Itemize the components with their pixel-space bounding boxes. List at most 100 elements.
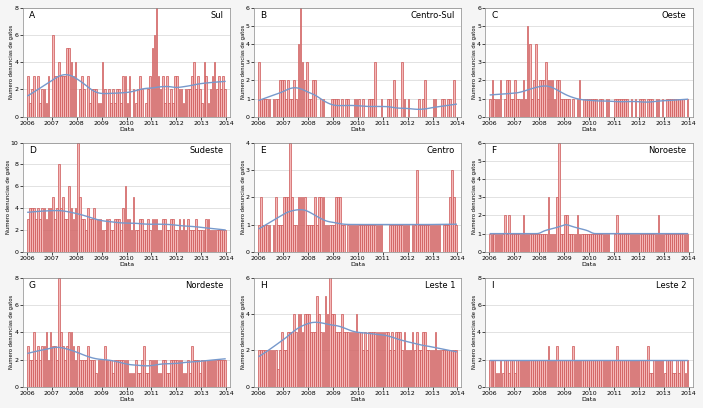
Bar	[56, 76, 58, 117]
Bar	[214, 230, 215, 252]
Bar	[66, 49, 68, 117]
Bar	[510, 99, 512, 117]
Bar	[670, 234, 671, 252]
Bar	[593, 359, 595, 387]
Bar	[633, 359, 634, 387]
Bar	[212, 76, 214, 117]
Bar	[218, 230, 219, 252]
Bar	[510, 234, 512, 252]
Bar	[583, 99, 585, 117]
Bar	[426, 350, 428, 387]
Bar	[456, 224, 457, 252]
Bar	[391, 332, 393, 387]
Bar	[56, 208, 58, 252]
Bar	[375, 62, 376, 117]
Bar	[62, 197, 64, 252]
Bar	[148, 373, 149, 387]
Bar	[129, 219, 131, 252]
Bar	[304, 197, 306, 252]
Bar	[598, 234, 599, 252]
Bar	[498, 234, 499, 252]
Bar	[157, 373, 160, 387]
Bar	[185, 89, 186, 117]
Bar	[191, 230, 193, 252]
X-axis label: Data: Data	[119, 262, 134, 267]
Y-axis label: Numero denuncias de gatos: Numero denuncias de gatos	[240, 295, 245, 369]
Bar	[399, 224, 401, 252]
Bar	[650, 99, 651, 117]
Bar	[539, 80, 541, 117]
Bar	[312, 80, 314, 117]
Bar	[216, 89, 217, 117]
Bar	[176, 359, 178, 387]
Bar	[205, 359, 207, 387]
Bar	[645, 234, 647, 252]
Bar	[37, 346, 39, 387]
Bar	[533, 80, 535, 117]
Bar	[579, 80, 581, 117]
Bar	[635, 99, 636, 117]
Bar	[52, 197, 53, 252]
Bar	[62, 346, 64, 387]
Bar	[44, 208, 45, 252]
Bar	[187, 219, 188, 252]
Bar	[377, 224, 378, 252]
Bar	[565, 215, 566, 252]
X-axis label: Data: Data	[119, 397, 134, 402]
Bar	[306, 314, 308, 387]
Bar	[550, 80, 551, 117]
Bar	[293, 314, 295, 387]
Bar	[683, 234, 684, 252]
Bar	[496, 373, 497, 387]
Bar	[655, 359, 657, 387]
Bar	[502, 373, 503, 387]
Bar	[420, 224, 422, 252]
Bar	[266, 99, 268, 117]
Bar	[574, 234, 576, 252]
Bar	[506, 359, 508, 387]
Bar	[508, 373, 510, 387]
Bar	[347, 99, 349, 117]
Bar	[515, 373, 516, 387]
Bar	[412, 224, 413, 252]
Bar	[260, 99, 262, 117]
Y-axis label: Numero denuncias de gatos: Numero denuncias de gatos	[9, 295, 14, 369]
Bar	[668, 359, 669, 387]
Bar	[287, 332, 289, 387]
Bar	[604, 359, 605, 387]
Bar	[304, 80, 306, 117]
Bar	[612, 359, 614, 387]
Bar	[222, 359, 224, 387]
Bar	[554, 234, 555, 252]
Bar	[166, 373, 168, 387]
Text: Nordeste: Nordeste	[186, 281, 224, 290]
Bar	[517, 99, 518, 117]
Bar	[124, 186, 127, 252]
Bar	[647, 234, 649, 252]
Bar	[285, 99, 287, 117]
Bar	[329, 224, 330, 252]
Bar	[91, 219, 93, 252]
Bar	[100, 103, 101, 117]
Bar	[512, 234, 514, 252]
Bar	[587, 234, 588, 252]
Bar	[203, 62, 205, 117]
Bar	[70, 332, 72, 387]
Bar	[572, 346, 574, 387]
Bar	[651, 99, 653, 117]
Bar	[650, 234, 651, 252]
Bar	[335, 197, 337, 252]
Bar	[635, 234, 636, 252]
Bar	[214, 359, 215, 387]
Bar	[581, 234, 583, 252]
Bar	[331, 224, 333, 252]
Bar	[653, 359, 655, 387]
Bar	[432, 99, 434, 117]
Bar	[674, 234, 676, 252]
Bar	[668, 234, 669, 252]
Bar	[517, 359, 518, 387]
Bar	[426, 224, 428, 252]
Bar	[174, 76, 176, 117]
Bar	[489, 234, 491, 252]
Bar	[79, 197, 81, 252]
